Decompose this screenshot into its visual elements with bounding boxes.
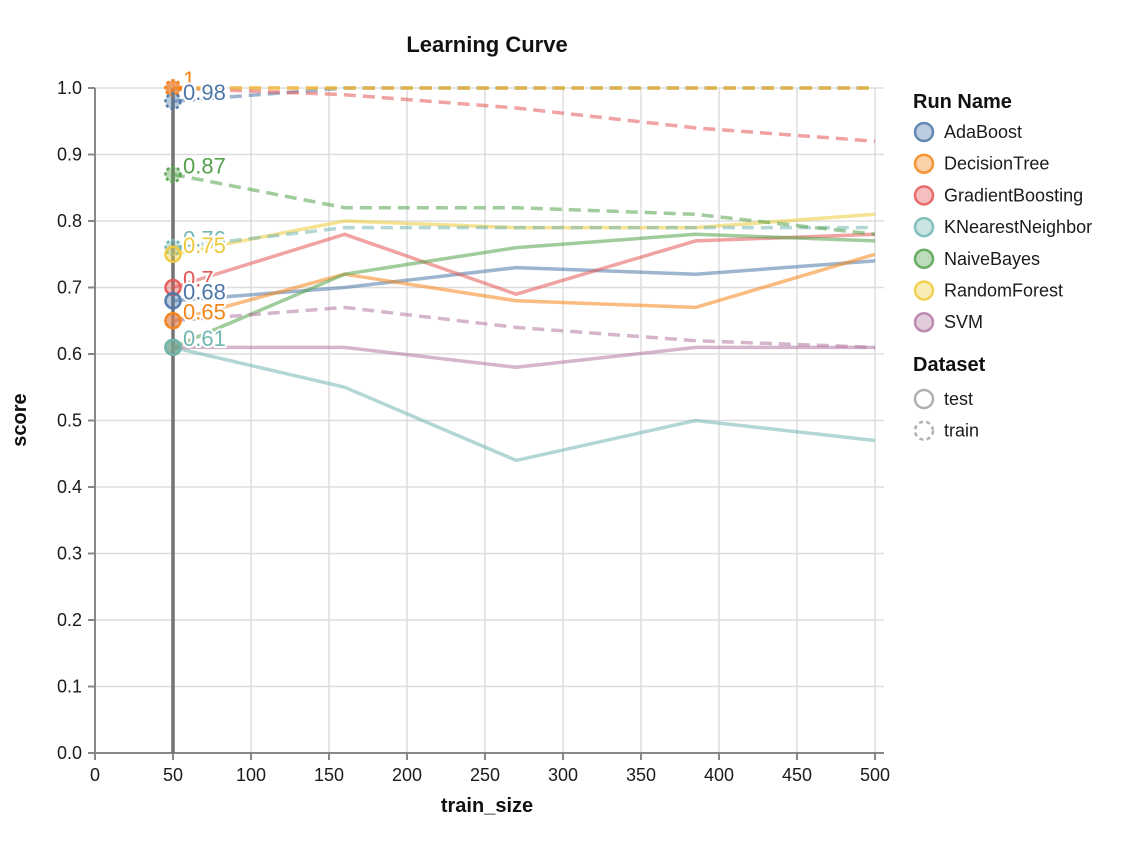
- series-line-GradientBoosting-train[interactable]: [172, 86, 876, 143]
- y-tick-label: 0.2: [57, 610, 82, 630]
- x-tick-label: 450: [782, 765, 812, 785]
- x-tick-label: 250: [470, 765, 500, 785]
- y-axis-title: score: [9, 393, 31, 446]
- legend: Run Name AdaBoost DecisionTree GradientBoo…: [913, 91, 1092, 441]
- legend-item-KNearestNeighbor[interactable]: KNearestNeighbor: [913, 216, 1092, 238]
- x-tick-label: 200: [392, 765, 422, 785]
- legend-label: DecisionTree: [944, 154, 1049, 174]
- point-value-labels: 10.98 0.87 0.760.75 0.70.680.650.61: [181, 65, 228, 353]
- legend-item-dataset-test[interactable]: test: [913, 388, 973, 410]
- y-tick-label: 0.8: [57, 211, 82, 231]
- data-point-RandomForest-test[interactable]: [164, 245, 182, 263]
- legend-label: RandomForest: [944, 281, 1063, 301]
- point-value-label-GradientBoosting-test: 0.7: [183, 266, 214, 291]
- series-line-NaiveBayes-train[interactable]: [172, 172, 876, 237]
- legend-label: GradientBoosting: [944, 185, 1083, 205]
- data-points: [164, 79, 182, 357]
- data-point-AdaBoost-test[interactable]: [164, 292, 182, 310]
- chart-title: Learning Curve: [406, 32, 567, 57]
- point-value-label-NaiveBayes-train: 0.87: [183, 153, 226, 178]
- series-line-NaiveBayes-test[interactable]: [172, 232, 876, 350]
- legend-swatch-SVM: [913, 311, 935, 333]
- series-line-SVM-test[interactable]: [173, 345, 875, 370]
- gridlines: [95, 87, 884, 753]
- y-tick-label: 0.1: [57, 677, 82, 697]
- legend-item-DecisionTree[interactable]: DecisionTree: [913, 153, 1049, 174]
- legend-item-GradientBoosting[interactable]: GradientBoosting: [913, 185, 1083, 206]
- x-tick-label: 0: [90, 765, 100, 785]
- point-value-label-RandomForest-test: 0.75: [183, 233, 226, 258]
- point-value-label-DecisionTree-train: 1: [183, 67, 195, 92]
- legend-swatch-GradientBoosting: [913, 185, 935, 206]
- legend-item-AdaBoost[interactable]: AdaBoost: [913, 121, 1022, 143]
- legend-swatch-NaiveBayes: [913, 248, 935, 270]
- y-tick-label: 0.3: [57, 544, 82, 564]
- x-tick-label: 300: [548, 765, 578, 785]
- point-value-label-KNearestNeighbor-train: 0.76: [183, 226, 226, 251]
- series-line-SVM-train[interactable]: [172, 305, 876, 350]
- x-axis-title: train_size: [441, 795, 533, 817]
- legend-swatch-train: [913, 420, 935, 441]
- series-line-GradientBoosting-test[interactable]: [172, 232, 876, 296]
- legend-item-NaiveBayes[interactable]: NaiveBayes: [913, 248, 1040, 270]
- point-value-label-AdaBoost-test: 0.68: [183, 280, 226, 305]
- legend-item-dataset-train[interactable]: train: [913, 420, 979, 441]
- y-tick-label: 0.9: [57, 145, 82, 165]
- legend-item-SVM[interactable]: SVM: [913, 311, 983, 333]
- legend-label: train: [944, 421, 979, 441]
- axes: 0 50 100 150 200 250 300 350 400 450 500 0.0 0.1 0.2 0…: [57, 78, 890, 785]
- legend-run-name-title: Run Name: [913, 91, 1012, 113]
- x-tick-label: 50: [163, 765, 183, 785]
- series-line-KNearestNeighbor-train[interactable]: [172, 225, 875, 250]
- legend-label: SVM: [944, 312, 983, 332]
- series-line-AdaBoost-test[interactable]: [172, 259, 876, 303]
- x-tick-label: 500: [860, 765, 890, 785]
- series-line-DecisionTree-test[interactable]: [172, 252, 876, 323]
- y-tick-label: 0.5: [57, 411, 82, 431]
- x-tick-label: 350: [626, 765, 656, 785]
- y-tick-label: 1.0: [57, 78, 82, 98]
- legend-swatch-KNearestNeighbor: [913, 216, 935, 238]
- data-point-GradientBoosting-test[interactable]: [164, 278, 182, 297]
- x-tick-label: 150: [314, 765, 344, 785]
- legend-swatch-test: [913, 388, 935, 410]
- legend-label: KNearestNeighbor: [944, 217, 1092, 237]
- legend-dataset-title: Dataset: [913, 354, 986, 376]
- point-value-label-KNearestNeighbor-test: 0.61: [183, 326, 226, 351]
- point-value-label-AdaBoost-train: 0.98: [183, 80, 226, 105]
- y-tick-label: 0.6: [57, 344, 82, 364]
- y-tick-label: 0.0: [57, 743, 82, 763]
- plot-area[interactable]: [172, 86, 876, 463]
- data-point-NaiveBayes-train[interactable]: [164, 165, 182, 184]
- legend-label: NaiveBayes: [944, 249, 1040, 269]
- legend-label: test: [944, 389, 973, 409]
- legend-swatch-AdaBoost: [913, 121, 935, 143]
- data-point-DecisionTree-train[interactable]: [164, 79, 182, 97]
- data-point-KNearestNeighbor-test[interactable]: [164, 338, 182, 357]
- point-value-label-DecisionTree-test: 0.65: [183, 300, 226, 325]
- series-line-KNearestNeighbor-test[interactable]: [172, 345, 876, 463]
- x-tick-label: 100: [236, 765, 266, 785]
- y-tick-label: 0.4: [57, 477, 82, 497]
- legend-swatch-RandomForest: [913, 280, 935, 301]
- legend-item-RandomForest[interactable]: RandomForest: [913, 280, 1063, 301]
- data-point-AdaBoost-train[interactable]: [164, 92, 182, 111]
- series-line-AdaBoost-train[interactable]: [172, 86, 875, 104]
- data-point-DecisionTree-test[interactable]: [164, 312, 182, 330]
- legend-label: AdaBoost: [944, 122, 1022, 142]
- legend-swatch-DecisionTree: [913, 153, 935, 174]
- x-tick-label: 400: [704, 765, 734, 785]
- y-tick-label: 0.7: [57, 278, 82, 298]
